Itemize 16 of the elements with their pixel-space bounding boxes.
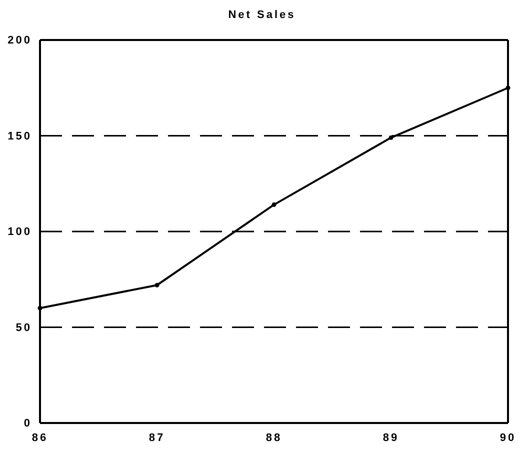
point	[506, 86, 510, 90]
y-tick-label: 100	[8, 226, 32, 238]
point	[38, 306, 42, 310]
y-tick-label: 50	[16, 322, 32, 334]
point	[272, 202, 276, 207]
point	[388, 135, 394, 140]
x-tick-label: 89	[382, 432, 400, 444]
point	[154, 282, 160, 288]
x-tick-label: 87	[148, 432, 166, 444]
y-tick-label: 150	[8, 130, 32, 142]
y-tick-label: 200	[8, 34, 32, 47]
x-tick-label: 86	[32, 432, 48, 444]
x-tick-label: 90	[500, 432, 516, 444]
y-tick-label: 0	[24, 418, 32, 430]
chart-title: Net Sales	[228, 9, 296, 21]
x-tick-label: 88	[266, 432, 282, 444]
